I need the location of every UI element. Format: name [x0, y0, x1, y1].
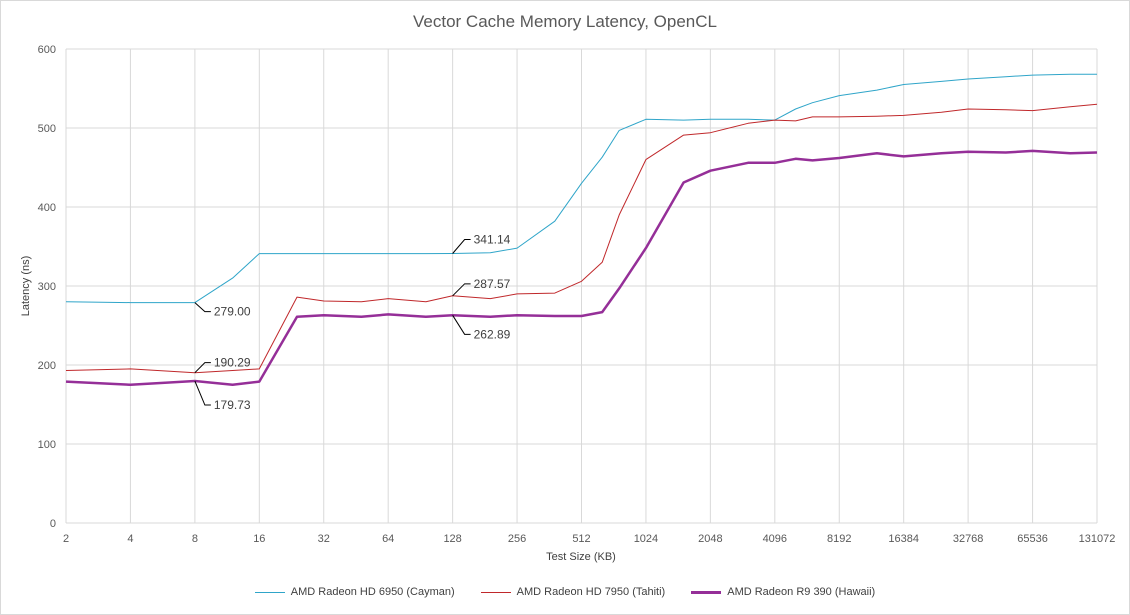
x-tick-label: 4096 [763, 533, 787, 545]
x-axis-label: Test Size (KB) [546, 551, 616, 563]
gridlines [65, 48, 1098, 524]
annotation-label: 190.29 [214, 356, 251, 370]
x-tick-label: 512 [572, 533, 590, 545]
annotation-leader [452, 315, 471, 335]
annotation-label: 179.73 [214, 398, 251, 412]
y-tick-label: 300 [38, 281, 56, 293]
x-tick-label: 16 [253, 533, 265, 545]
x-tick-label: 64 [382, 533, 394, 545]
x-tick-label: 128 [443, 533, 461, 545]
x-tick-label: 1024 [634, 533, 658, 545]
x-tick-label: 256 [508, 533, 526, 545]
annotation-label: 279.00 [214, 305, 251, 319]
y-tick-label: 0 [50, 518, 56, 530]
annotation-label: 262.89 [474, 327, 511, 341]
legend-label-hawaii: AMD Radeon R9 390 (Hawaii) [727, 586, 876, 598]
legend-label-tahiti: AMD Radeon HD 7950 (Tahiti) [516, 586, 666, 598]
x-tick-label: 4 [127, 533, 133, 545]
annotation-leader [194, 380, 211, 406]
legend-item-tahiti: AMD Radeon HD 7950 (Tahiti) [480, 586, 666, 598]
x-tick-label: 131072 [1079, 533, 1116, 545]
legend-swatch-tahiti [480, 591, 511, 593]
series-line-0 [65, 73, 1097, 304]
annotation-leader [452, 238, 471, 254]
legend-item-hawaii: AMD Radeon R9 390 (Hawaii) [691, 586, 875, 598]
y-axis-ticks: 0 100 200 300 400 500 600 [38, 44, 56, 530]
legend: AMD Radeon HD 6950 (Cayman) AMD Radeon H… [0, 586, 1130, 598]
x-tick-label: 2 [63, 533, 69, 545]
legend-swatch-hawaii [691, 590, 722, 594]
x-tick-label: 2048 [698, 533, 722, 545]
x-tick-label: 8192 [827, 533, 851, 545]
x-axis-ticks: 2 4 8 16 32 64 128 256 512 1024 2048 4096 8192 16384 3… [63, 533, 1115, 545]
y-tick-label: 600 [38, 44, 56, 56]
legend-label-cayman: AMD Radeon HD 6950 (Cayman) [290, 586, 455, 598]
y-axis-label: Latency (ns) [20, 256, 32, 317]
y-tick-label: 200 [38, 360, 56, 372]
x-tick-label: 32 [318, 533, 330, 545]
annotation-leader [194, 302, 211, 313]
x-tick-label: 32768 [953, 533, 984, 545]
annotation-label: 287.57 [474, 277, 511, 291]
y-tick-label: 400 [38, 202, 56, 214]
annotation-leader [452, 283, 471, 297]
x-tick-label: 8 [192, 533, 198, 545]
data-annotations: 279.00 341.14 190.29 287.57 179.73 262.89 [194, 232, 511, 412]
legend-item-cayman: AMD Radeon HD 6950 (Cayman) [254, 586, 455, 598]
legend-swatch-cayman [254, 591, 285, 593]
x-tick-label: 65536 [1017, 533, 1048, 545]
y-tick-label: 100 [38, 439, 56, 451]
series-lines [65, 73, 1098, 387]
y-tick-label: 500 [38, 123, 56, 135]
x-tick-label: 16384 [888, 533, 919, 545]
series-line-1 [65, 103, 1098, 374]
chart-title: Vector Cache Memory Latency, OpenCL [413, 12, 717, 31]
series-line-2 [65, 149, 1098, 387]
annotation-label: 341.14 [474, 232, 511, 246]
annotation-leader [194, 362, 211, 374]
